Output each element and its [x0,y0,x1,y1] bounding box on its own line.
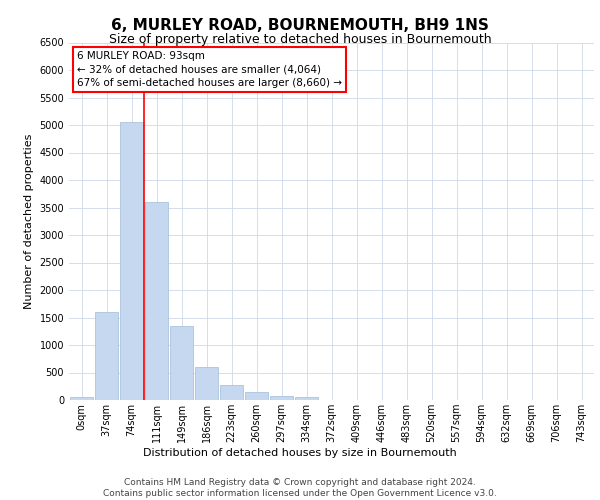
Text: 6 MURLEY ROAD: 93sqm
← 32% of detached houses are smaller (4,064)
67% of semi-de: 6 MURLEY ROAD: 93sqm ← 32% of detached h… [77,52,342,88]
Text: 6, MURLEY ROAD, BOURNEMOUTH, BH9 1NS: 6, MURLEY ROAD, BOURNEMOUTH, BH9 1NS [111,18,489,32]
Bar [95,312,118,400]
Text: Distribution of detached houses by size in Bournemouth: Distribution of detached houses by size … [143,448,457,458]
Bar [220,385,243,400]
Bar [270,396,293,400]
Bar [145,202,168,400]
Text: Size of property relative to detached houses in Bournemouth: Size of property relative to detached ho… [109,32,491,46]
Y-axis label: Number of detached properties: Number of detached properties [24,134,34,309]
Bar [195,367,218,400]
Bar [70,397,93,400]
Bar [170,326,193,400]
Bar [295,397,318,400]
Bar [120,122,143,400]
Text: Contains HM Land Registry data © Crown copyright and database right 2024.
Contai: Contains HM Land Registry data © Crown c… [103,478,497,498]
Bar [245,392,268,400]
